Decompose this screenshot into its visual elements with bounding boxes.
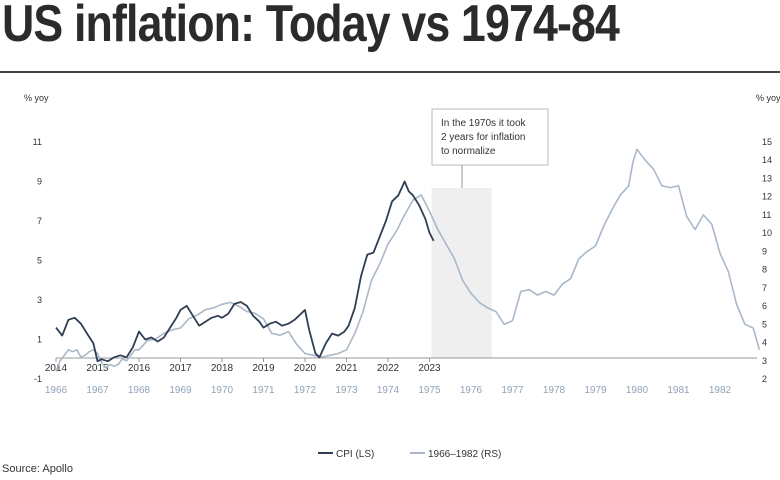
title-underline <box>0 71 780 73</box>
x-top-label: 2021 <box>335 363 358 374</box>
right-tick-label: 3 <box>762 356 767 366</box>
left-tick-label: 9 <box>37 177 42 187</box>
x-bottom-label: 1975 <box>418 385 441 396</box>
right-tick-label: 6 <box>762 301 767 311</box>
right-tick-label: 2 <box>762 374 767 384</box>
x-top-label: 2017 <box>169 363 192 374</box>
left-tick-label: -1 <box>34 374 42 384</box>
legend-label-cpi: CPI (LS) <box>336 449 374 460</box>
x-bottom-label: 1980 <box>626 385 649 396</box>
right-tick-label: 15 <box>762 137 772 147</box>
x-bottom-label: 1981 <box>667 385 690 396</box>
x-bottom-label: 1966 <box>45 385 68 396</box>
x-bottom-label: 1974 <box>377 385 400 396</box>
right-tick-label: 7 <box>762 283 767 293</box>
page-title: US inflation: Today vs 1974-84 <box>2 0 620 53</box>
left-tick-label: 7 <box>37 216 42 226</box>
left-tick-label: 5 <box>37 256 42 266</box>
annotation-text: 2 years for inflation <box>441 132 526 143</box>
source-note: Source: Apollo <box>2 463 73 475</box>
x-top-label: 2022 <box>377 363 400 374</box>
x-top-label: 2015 <box>86 363 109 374</box>
annotation-text: to normalize <box>441 146 496 157</box>
x-bottom-label: 1971 <box>252 385 275 396</box>
annotation-text: In the 1970s it took <box>441 118 527 129</box>
left-tick-label: 11 <box>33 137 42 147</box>
right-tick-label: 8 <box>762 265 767 275</box>
right-tick-label: 13 <box>762 173 772 183</box>
left-tick-label: 3 <box>37 295 42 305</box>
right-tick-label: 11 <box>762 210 771 220</box>
x-bottom-label: 1976 <box>460 385 483 396</box>
x-bottom-label: 1979 <box>584 385 607 396</box>
x-bottom-label: 1982 <box>709 385 732 396</box>
left-tick-label: 1 <box>37 335 42 345</box>
x-bottom-label: 1969 <box>169 385 192 396</box>
right-tick-label: 12 <box>762 192 772 202</box>
x-top-label: 2016 <box>128 363 151 374</box>
x-bottom-label: 1967 <box>86 385 109 396</box>
x-bottom-label: 1978 <box>543 385 566 396</box>
x-bottom-label: 1973 <box>335 385 358 396</box>
legend-label-1966-1982: 1966–1982 (RS) <box>428 449 501 460</box>
x-top-label: 2023 <box>418 363 441 374</box>
shaded-period <box>431 188 492 358</box>
series-line-1966-1982 <box>55 148 761 372</box>
right-tick-label: 5 <box>762 319 767 329</box>
right-tick-label: 10 <box>762 228 772 238</box>
x-bottom-label: 1972 <box>294 385 317 396</box>
right-axis-label: % yoy <box>756 93 780 103</box>
series-line-cpi <box>55 180 435 363</box>
x-bottom-label: 1968 <box>128 385 151 396</box>
annotation-box <box>431 108 549 166</box>
x-bottom-label: 1977 <box>501 385 524 396</box>
right-tick-label: 4 <box>762 338 767 348</box>
x-top-label: 2019 <box>252 363 275 374</box>
x-top-label: 2020 <box>294 363 317 374</box>
left-axis-label: % yoy <box>24 93 49 103</box>
x-bottom-label: 1970 <box>211 385 234 396</box>
right-tick-label: 9 <box>762 246 767 256</box>
x-top-label: 2018 <box>211 363 234 374</box>
right-tick-label: 14 <box>762 155 772 165</box>
x-top-label: 2014 <box>45 363 68 374</box>
